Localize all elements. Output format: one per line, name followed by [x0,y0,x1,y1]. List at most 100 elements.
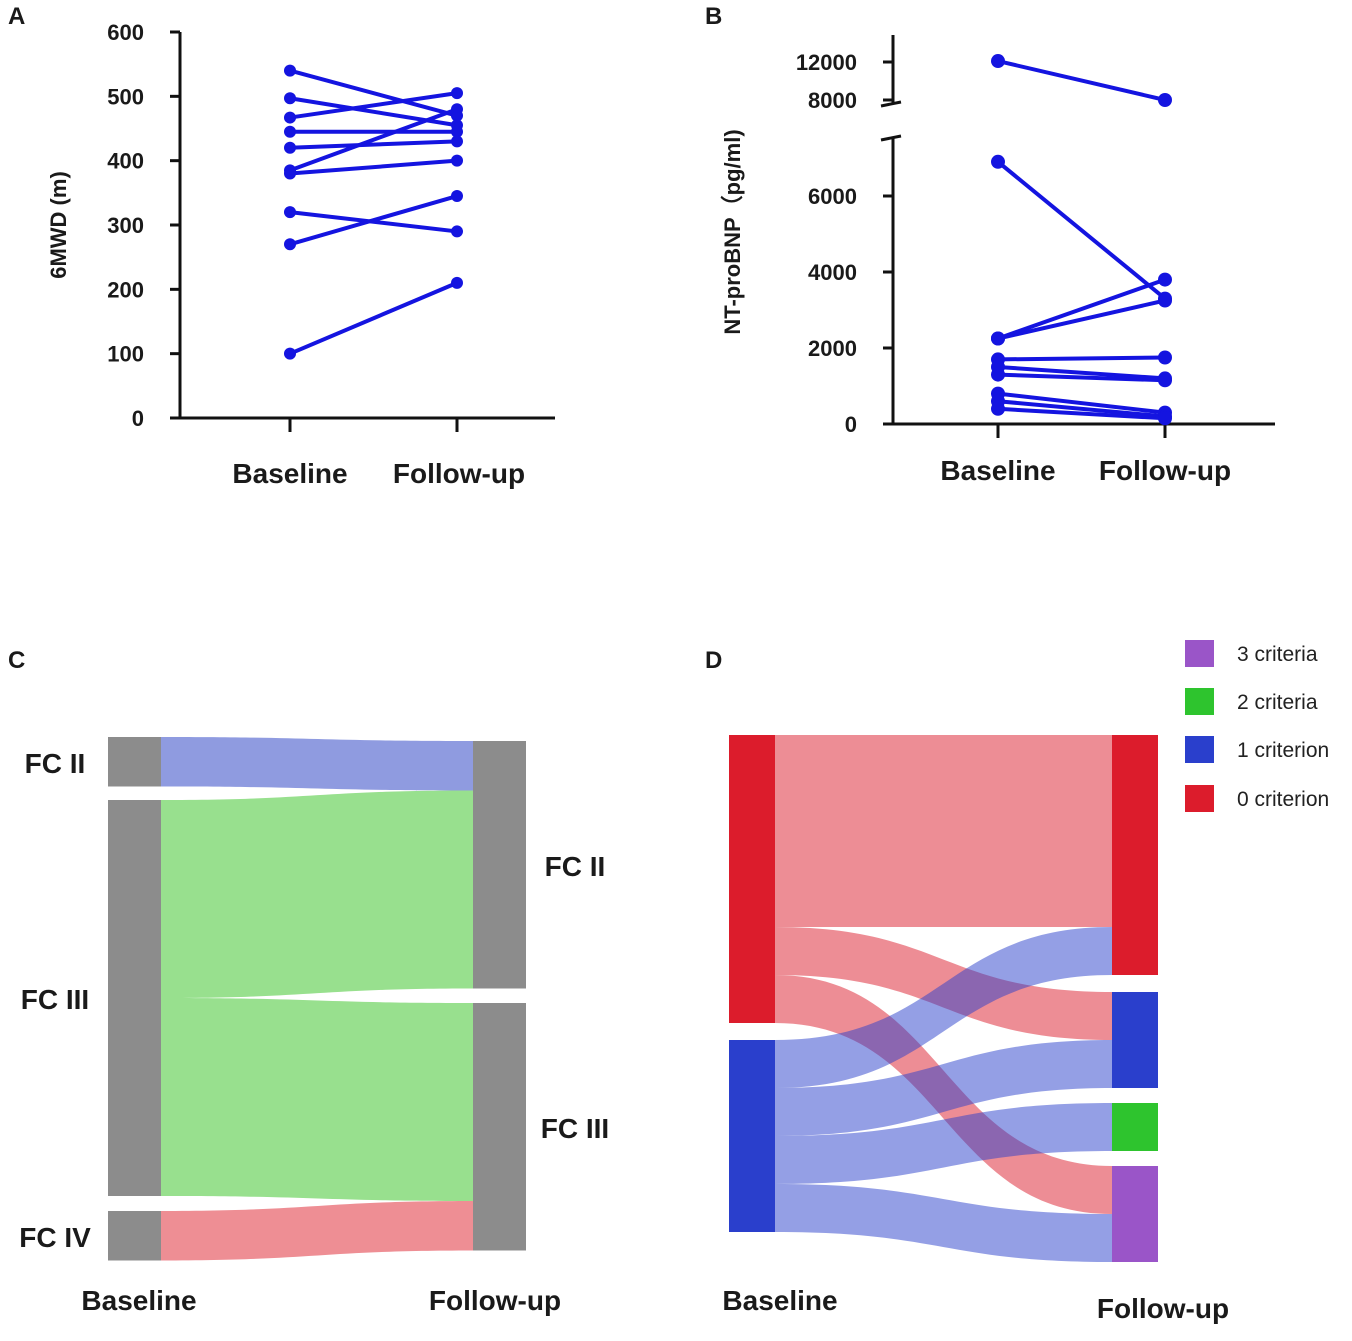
data-point [991,331,1005,346]
data-point [451,103,463,116]
data-point [284,125,296,138]
sankey-node-follow-up [1112,735,1158,975]
subject-line [996,160,1167,301]
sankey-node-follow-up [473,1003,526,1251]
data-point [284,347,296,360]
subject-line [289,91,458,120]
node-label: FC III [21,984,89,1015]
y-axis-label: 6MWD (m) [46,171,71,279]
x-label-baseline: Baseline [81,1285,196,1316]
data-point [1158,272,1172,287]
x-label-follow-up: Follow-up [1097,1293,1229,1324]
subject-line [997,59,1166,102]
panel-c: C FC II FC III FC IV FC II FC III Baseline Fol… [8,647,609,1316]
data-point [284,141,296,154]
subject-line [997,365,1166,381]
y-tick-label: 600 [107,20,144,45]
sankey-node-follow-up [473,741,526,989]
data-point [284,111,296,124]
data-point [284,206,296,219]
y-tick-label: 400 [107,149,144,174]
subject-line [289,96,458,128]
data-point [451,190,463,203]
y-tick-label: 4000 [808,260,857,285]
axis-break-mark [880,134,902,142]
subject-line [289,107,458,173]
y-tick-label: 300 [107,213,144,238]
x-label-follow-up: Follow-up [429,1285,561,1316]
sankey-node-follow-up [1112,1103,1158,1151]
legend-swatch [1185,785,1214,812]
sankey-flow [775,1184,1112,1262]
y-tick-label: 8000 [808,88,857,113]
y-tick-label: 200 [107,277,144,302]
y-tick-label: 2000 [808,336,857,361]
sankey-node-follow-up [1112,1166,1158,1262]
x-tick-label: Follow-up [1099,455,1231,486]
subject-line [997,391,1166,415]
sankey-node-baseline [108,737,161,787]
data-point [1158,293,1172,308]
panel-label-a: A [8,3,25,30]
panel-a: A 6MWD (m) 0 100 200 300 400 500 600 Baseline Fo… [8,3,555,489]
sankey-flow [161,998,473,1201]
sankey-node-baseline [108,800,161,1196]
sankey-flow [775,1040,1112,1136]
subject-line [289,139,458,150]
legend-swatch [1185,688,1214,715]
panel-d: D Baseline Follow-up 3 criteria 2 criteria 1… [705,640,1329,1324]
data-point [991,154,1005,169]
y-tick-label: 6000 [808,184,857,209]
node-label: FC II [25,748,86,779]
sankey-flow [161,1201,473,1261]
sankey-node-baseline [108,1211,161,1261]
legend-label: 0 criterion [1237,788,1329,811]
node-label: FC III [541,1113,609,1144]
data-point [284,64,296,77]
data-point [451,87,463,100]
data-point [284,167,296,180]
data-point [451,225,463,238]
sankey-node-follow-up [1112,992,1158,1088]
y-tick-label: 100 [107,342,144,367]
subject-line [997,277,1166,341]
data-point [991,54,1005,69]
data-point [451,154,463,167]
data-point [1158,411,1172,426]
data-point [1158,93,1172,107]
legend-label: 2 criteria [1237,691,1318,714]
subject-line [997,355,1166,362]
sankey-flow [161,737,473,791]
subject-line [997,406,1166,421]
data-point [1158,350,1172,365]
x-tick-label: Follow-up [393,458,525,489]
y-tick-label: 0 [132,406,144,431]
panel-label-b: B [705,3,722,30]
data-point [1158,373,1172,388]
data-point [991,401,1005,416]
legend-swatch [1185,736,1214,763]
subject-line [997,298,1166,341]
data-point [284,238,296,251]
data-point [451,276,463,289]
y-tick-label: 500 [107,84,144,109]
panel-label-d: D [705,647,722,674]
sankey-node-baseline [729,1040,775,1232]
data-point [451,125,463,138]
sankey-flow [775,927,1112,1088]
panel-label-c: C [8,647,25,674]
y-tick-label: 0 [845,412,857,437]
legend-label: 1 criterion [1237,739,1329,762]
x-tick-label: Baseline [940,455,1055,486]
x-tick-label: Baseline [232,458,347,489]
legend-swatch [1185,640,1214,667]
y-axis-label: NT-proBNP（pg/ml) [720,129,745,334]
subject-line [289,281,458,356]
legend-label: 3 criteria [1237,643,1318,666]
data-point [451,135,463,148]
panel-b: B NT-proBNP（pg/ml) 0 2000 4000 6000 8000 1200… [705,3,1275,486]
sankey-node-baseline [729,735,775,1023]
subject-line [289,158,458,176]
node-label: FC II [545,851,606,882]
